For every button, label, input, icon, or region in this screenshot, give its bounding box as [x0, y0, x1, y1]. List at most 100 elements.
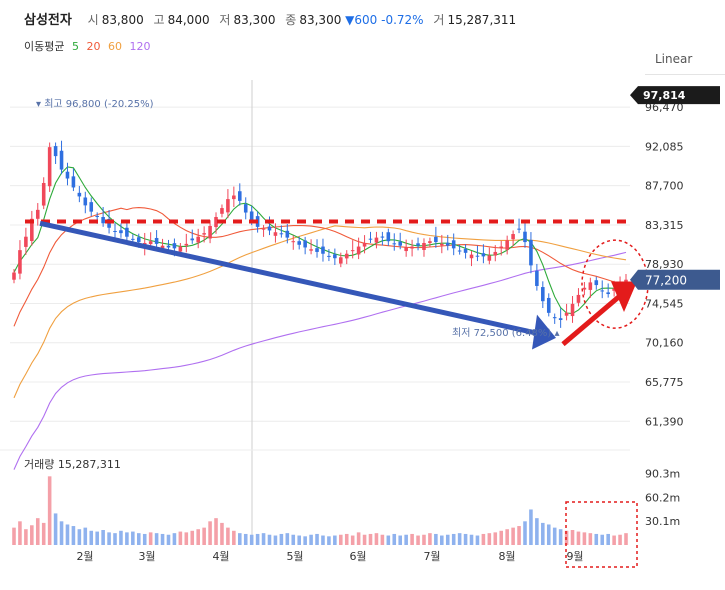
volume-bar	[119, 530, 123, 545]
candle-body	[570, 303, 575, 317]
volume-bar	[77, 529, 82, 545]
current-price-tag-bg	[630, 269, 720, 290]
x-tick-label: 5월	[286, 550, 303, 563]
candle-body	[285, 230, 290, 238]
candle-body	[65, 171, 70, 179]
price-tick-label: 70,160	[645, 337, 684, 350]
candle-body	[529, 239, 533, 266]
volume-bar	[95, 531, 99, 545]
volume-bar	[386, 535, 391, 545]
candle-body	[160, 245, 165, 249]
volume-bar	[374, 533, 379, 545]
volume-bar	[451, 533, 456, 545]
volume-bar	[303, 536, 307, 545]
price-tick-label: 96,470	[645, 101, 684, 114]
candle-body	[83, 197, 88, 206]
volume-bar	[416, 535, 420, 545]
candle-body	[362, 242, 367, 247]
candle-body	[261, 228, 266, 230]
candle-body	[232, 195, 236, 200]
scale-divider	[645, 74, 725, 75]
volume-bar	[237, 533, 242, 545]
candle-body	[208, 225, 212, 239]
downtrend-arrowhead	[532, 314, 556, 350]
volume-bar	[463, 533, 468, 545]
candle-body	[190, 238, 195, 241]
volume-bar	[315, 533, 319, 545]
candle-body	[356, 246, 361, 255]
candle-body	[576, 294, 581, 303]
stock-name: 삼성전자	[24, 13, 72, 28]
candle-body	[315, 248, 319, 252]
x-tick-label: 7월	[423, 550, 440, 563]
min-price-marker: 최저 72,500 (6.48%) ▴	[452, 327, 560, 339]
rebound-arrow	[561, 293, 622, 347]
candle-body	[523, 231, 527, 243]
candle-body	[59, 150, 64, 170]
volume-bar	[398, 535, 403, 545]
ma-5: 5	[71, 40, 79, 53]
price-tick-label: 65,775	[645, 376, 684, 389]
close-label: 종	[285, 13, 297, 27]
candle-body	[469, 254, 474, 259]
candle-body	[279, 233, 284, 235]
volume-tick-label: 30.1m	[645, 515, 680, 528]
moving-average-line-20	[13, 207, 627, 327]
volume-bar	[624, 533, 628, 545]
candle-body	[243, 204, 248, 213]
volume-bar	[267, 534, 272, 545]
candle-body	[344, 253, 349, 259]
scale-mode-toggle[interactable]: Linear	[655, 52, 693, 66]
volume-bar	[588, 533, 593, 545]
candle-body	[267, 226, 272, 231]
candle-body	[35, 209, 40, 219]
candle-body	[481, 253, 486, 257]
candle-body	[594, 280, 599, 286]
rebound-arrowhead	[611, 281, 637, 312]
volume-bar	[546, 524, 551, 545]
candle-body	[440, 243, 444, 246]
volume-bar	[243, 533, 248, 545]
candle-body	[505, 240, 509, 250]
price-tick-label: 78,930	[645, 258, 684, 271]
top-price-tag-bg	[630, 86, 720, 105]
volume-bar	[535, 518, 539, 545]
volume-bar	[362, 534, 367, 545]
volume-bar	[125, 532, 129, 545]
candle-body	[136, 237, 141, 243]
volume-bar	[35, 518, 40, 545]
moving-average-legend[interactable]: 이동평균 5 20 60 120	[24, 38, 154, 54]
volume-bar	[523, 521, 527, 545]
volume-bar	[297, 535, 301, 545]
candle-body	[41, 182, 46, 206]
volume-bar	[160, 533, 165, 545]
candle-body	[237, 191, 242, 201]
candle-body	[321, 246, 325, 254]
candle-body	[303, 240, 307, 248]
candle-body	[457, 250, 462, 252]
candle-body	[125, 227, 129, 237]
candle-body	[493, 251, 498, 256]
candle-body	[297, 241, 301, 245]
x-tick-label: 3월	[138, 550, 155, 563]
candle-body	[541, 287, 545, 302]
candle-body	[416, 243, 420, 246]
volume-bar	[65, 524, 70, 545]
candle-body	[350, 250, 355, 252]
candle-body	[148, 241, 153, 245]
candle-body	[291, 241, 296, 243]
candle-body	[386, 232, 391, 242]
volume-bar	[541, 522, 545, 545]
candle-body	[546, 297, 551, 313]
volume-bar	[428, 533, 432, 545]
volume-bar	[339, 534, 343, 545]
candle-body	[47, 147, 52, 187]
volume-bar	[53, 513, 58, 545]
volume-bar	[196, 529, 200, 545]
volume-bar	[469, 534, 474, 545]
x-tick-label: 9월	[566, 550, 583, 563]
candle-body	[18, 250, 22, 274]
volume-bar	[606, 533, 610, 545]
volume-bar	[356, 532, 361, 545]
